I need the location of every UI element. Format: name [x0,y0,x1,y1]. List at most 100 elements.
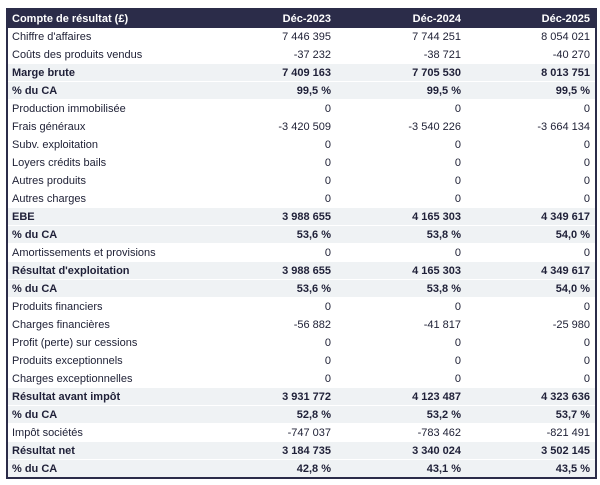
cell-value: 0 [206,171,336,190]
cell-value: -37 232 [206,45,336,64]
row-label: Charges financières [7,315,206,334]
cell-value: 0 [466,333,596,352]
cell-value: 99,5 % [206,81,336,100]
table-row: Production immobilisée 0 0 0 [7,99,596,118]
cell-value: 4 349 617 [466,261,596,280]
table-row: Résultat net 3 184 735 3 340 024 3 502 145 [7,441,596,460]
cell-value: 7 705 530 [336,63,466,82]
row-label: Impôt sociétés [7,423,206,442]
row-label: % du CA [7,279,206,298]
cell-value: 4 165 303 [336,207,466,226]
table-title: Compte de résultat (£) [7,9,206,28]
row-label: Loyers crédits bails [7,153,206,172]
table-row: Autres charges 0 0 0 [7,189,596,208]
cell-value: 0 [336,189,466,208]
row-label: Coûts des produits vendus [7,45,206,64]
row-label: Résultat net [7,441,206,460]
cell-value: 0 [336,153,466,172]
cell-value: 0 [466,135,596,154]
table-row: Impôt sociétés -747 037 -783 462 -821 491 [7,423,596,442]
row-label: Production immobilisée [7,99,206,118]
cell-value: 0 [206,369,336,388]
table-row: Produits financiers 0 0 0 [7,297,596,316]
cell-value: 3 340 024 [336,441,466,460]
cell-value: 7 446 395 [206,28,336,46]
cell-value: 0 [206,135,336,154]
row-label: % du CA [7,81,206,100]
cell-value: 8 013 751 [466,63,596,82]
table-row: Chiffre d'affaires 7 446 395 7 744 251 8 05… [7,28,596,46]
cell-value: 0 [206,99,336,118]
cell-value: 0 [336,243,466,262]
row-label: Subv. exploitation [7,135,206,154]
table-row: Amortissements et provisions 0 0 0 [7,243,596,262]
row-label: EBE [7,207,206,226]
cell-value: 0 [336,297,466,316]
row-label: Amortissements et provisions [7,243,206,262]
cell-value: 0 [206,333,336,352]
cell-value: 0 [466,351,596,370]
cell-value: 0 [336,99,466,118]
cell-value: 99,5 % [336,81,466,100]
table-row: Marge brute 7 409 163 7 705 530 8 013 751 [7,63,596,82]
cell-value: 3 988 655 [206,207,336,226]
cell-value: 0 [466,153,596,172]
cell-value: -3 540 226 [336,117,466,136]
table-row: Coûts des produits vendus -37 232 -38 721-… [7,45,596,64]
table-body: Chiffre d'affaires 7 446 395 7 744 251 8 05… [7,28,596,479]
row-label: % du CA [7,405,206,424]
cell-value: 0 [336,369,466,388]
header-row: Compte de résultat (£) Déc-2023 Déc-2024… [7,9,596,28]
cell-value: 8 054 021 [466,28,596,46]
table-row: % du CA 53,6 % 53,8 % 54,0 % [7,279,596,298]
column-header-dec-2024: Déc-2024 [336,9,466,28]
cell-value: 0 [206,351,336,370]
row-label: Autres produits [7,171,206,190]
table-row: EBE 3 988 655 4 165 303 4 349 617 [7,207,596,226]
table-row: Produits exceptionnels 0 0 0 [7,351,596,370]
income-statement-table: Compte de résultat (£) Déc-2023 Déc-2024… [6,8,597,479]
cell-value: -41 817 [336,315,466,334]
table-row: Résultat avant impôt 3 931 772 4 123 487 4 … [7,387,596,406]
cell-value: 0 [466,297,596,316]
cell-value: 0 [466,171,596,190]
cell-value: 0 [206,189,336,208]
row-label: Marge brute [7,63,206,82]
cell-value: 0 [466,189,596,208]
table-row: Frais généraux -3 420 509 -3 540 226 -3 664… [7,117,596,136]
table-row: Charges financières -56 882 -41 817 -25 980 [7,315,596,334]
cell-value: 0 [336,135,466,154]
row-label: Chiffre d'affaires [7,28,206,46]
cell-value: 3 502 145 [466,441,596,460]
row-label: Produits financiers [7,297,206,316]
cell-value: 4 349 617 [466,207,596,226]
cell-value: -747 037 [206,423,336,442]
cell-value: 4 123 487 [336,387,466,406]
table-row: Charges exceptionnelles 0 0 0 [7,369,596,388]
cell-value: 3 931 772 [206,387,336,406]
cell-value: 0 [206,297,336,316]
cell-value: -25 980 [466,315,596,334]
cell-value: 7 409 163 [206,63,336,82]
cell-value: 3 988 655 [206,261,336,280]
cell-value: 3 184 735 [206,441,336,460]
column-header-dec-2025: Déc-2025 [466,9,596,28]
table-row: % du CA 52,8 % 53,2 % 53,7 % [7,405,596,424]
cell-value: 0 [466,243,596,262]
cell-value: 53,6 % [206,225,336,244]
column-header-dec-2023: Déc-2023 [206,9,336,28]
row-label: Autres charges [7,189,206,208]
row-label: % du CA [7,225,206,244]
row-label: % du CA [7,459,206,479]
cell-value: 0 [336,171,466,190]
table-row: Loyers crédits bails 0 0 0 [7,153,596,172]
cell-value: 0 [466,369,596,388]
cell-value: 4 165 303 [336,261,466,280]
cell-value: 54,0 % [466,279,596,298]
cell-value: -56 882 [206,315,336,334]
cell-value: 54,0 % [466,225,596,244]
cell-value: 99,5 % [466,81,596,100]
cell-value: 53,7 % [466,405,596,424]
table-row: Profit (perte) sur cessions 0 0 0 [7,333,596,352]
